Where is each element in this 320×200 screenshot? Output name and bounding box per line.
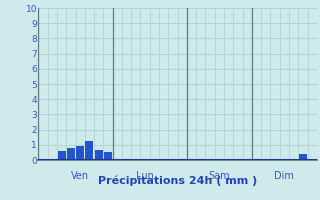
Bar — [67, 148, 75, 160]
Text: Sam: Sam — [209, 171, 230, 181]
Bar — [76, 146, 84, 160]
Bar — [95, 150, 103, 160]
Bar — [104, 152, 112, 160]
Text: Lun: Lun — [136, 171, 154, 181]
Text: Précipitations 24h ( mm ): Précipitations 24h ( mm ) — [98, 175, 257, 186]
Bar — [85, 141, 93, 160]
Text: Ven: Ven — [71, 171, 89, 181]
Bar — [299, 154, 307, 160]
Bar — [58, 151, 66, 160]
Text: Dim: Dim — [274, 171, 294, 181]
